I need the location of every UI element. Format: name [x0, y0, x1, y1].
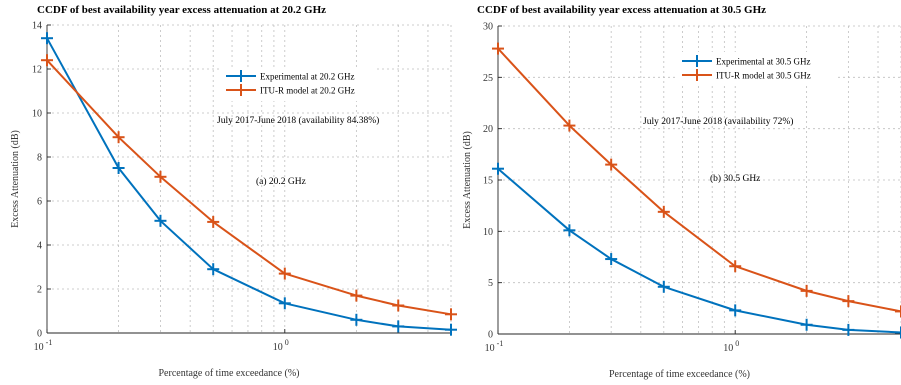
data-point-plus-marker — [895, 326, 901, 339]
series-line — [46, 37, 452, 331]
series-line — [46, 59, 452, 316]
x-axis-label: Percentage of time exceedance (%) — [158, 368, 299, 379]
y-tick-label: 6 — [37, 197, 42, 208]
data-point-plus-marker — [112, 131, 125, 144]
chart-title: CCDF of best availability year excess at… — [37, 4, 326, 16]
data-point-plus-marker — [112, 162, 125, 174]
y-tick-label: 14 — [32, 21, 42, 32]
annotation-period: July 2017-June 2018 (availability 72%) — [643, 116, 793, 127]
y-tick-label: 20 — [483, 124, 493, 135]
x-tick-label: 10 0 — [273, 338, 289, 353]
x-axis-label: Percentage of time exceedance (%) — [609, 369, 750, 380]
data-point-plus-marker — [278, 297, 291, 310]
data-point-plus-marker — [41, 32, 53, 45]
legend-label: ITU-R model at 20.2 GHz — [260, 86, 355, 96]
series-itu-r-model — [492, 42, 901, 318]
x-tick-label: 10 -1 — [485, 339, 504, 354]
y-tick-label: 5 — [488, 278, 493, 289]
legend-label: Experimental at 20.2 GHz — [260, 72, 354, 82]
y-tick-label: 25 — [483, 73, 493, 84]
data-point-plus-marker — [392, 320, 405, 333]
legend-label: Experimental at 30.5 GHz — [716, 57, 810, 67]
series-itu-r-model — [41, 54, 457, 321]
x-tick-label: 10 -1 — [34, 338, 53, 353]
y-tick-label: 10 — [483, 227, 493, 238]
chart-panel-a: CCDF of best availability year excess at… — [10, 4, 457, 379]
data-point-plus-marker — [392, 299, 405, 312]
y-tick-label: 0 — [488, 330, 493, 341]
series-experimental — [41, 32, 457, 336]
data-point-plus-marker — [154, 170, 167, 183]
legend-item: ITU-R model at 30.5 GHz — [682, 69, 811, 81]
series-line — [497, 47, 901, 313]
data-point-plus-marker — [154, 214, 167, 227]
legend-label: ITU-R model at 30.5 GHz — [716, 71, 811, 81]
legend-item: Experimental at 20.2 GHz — [226, 70, 354, 82]
annotation-period: July 2017-June 2018 (availability 84.38%… — [217, 115, 379, 126]
legend-item: Experimental at 30.5 GHz — [682, 55, 810, 67]
legend-item: ITU-R model at 20.2 GHz — [226, 84, 355, 96]
y-tick-label: 2 — [37, 285, 42, 296]
data-point-plus-marker — [278, 267, 291, 280]
data-point-plus-marker — [563, 224, 576, 237]
data-point-plus-marker — [605, 158, 618, 171]
chart-panel-b: CCDF of best availability year excess at… — [462, 4, 901, 380]
data-point-plus-marker — [41, 54, 53, 67]
y-tick-label: 10 — [32, 109, 42, 120]
annotation-panel-label: (a) 20.2 GHz — [256, 176, 306, 187]
data-point-plus-marker — [563, 119, 576, 132]
series-experimental — [492, 162, 901, 339]
data-point-plus-marker — [729, 260, 742, 273]
data-point-plus-marker — [350, 313, 363, 326]
y-tick-label: 12 — [32, 65, 42, 76]
data-point-plus-marker — [207, 215, 220, 228]
data-point-plus-marker — [800, 284, 813, 297]
x-tick-label: 10 0 — [723, 339, 739, 354]
y-tick-label: 0 — [37, 329, 42, 340]
legend: Experimental at 30.5 GHz ITU-R model at 3… — [678, 52, 838, 86]
chart-title: CCDF of best availability year excess at… — [477, 4, 766, 16]
data-point-plus-marker — [492, 42, 504, 55]
data-point-plus-marker — [895, 305, 901, 318]
data-point-plus-marker — [492, 162, 504, 175]
series-line — [497, 167, 901, 334]
data-point-plus-marker — [605, 253, 618, 266]
y-axis-label: Excess Attenuation (dB) — [10, 130, 21, 228]
y-axis-label: Excess Attenuation (dB) — [462, 131, 473, 229]
data-point-plus-marker — [800, 318, 813, 331]
annotation-panel-label: (b) 30.5 GHz — [710, 173, 760, 184]
y-tick-label: 4 — [37, 241, 42, 252]
y-tick-label: 8 — [37, 153, 42, 164]
data-point-plus-marker — [445, 308, 457, 321]
data-point-plus-marker — [842, 323, 855, 336]
legend: Experimental at 20.2 GHz ITU-R model at 2… — [222, 67, 374, 101]
data-point-plus-marker — [207, 263, 220, 276]
data-point-plus-marker — [445, 323, 457, 336]
data-point-plus-marker — [350, 289, 363, 302]
data-point-plus-marker — [657, 205, 670, 218]
y-tick-label: 15 — [483, 176, 493, 187]
y-tick-label: 30 — [483, 22, 493, 33]
data-point-plus-marker — [657, 280, 670, 293]
data-point-plus-marker — [842, 295, 855, 308]
data-point-plus-marker — [729, 304, 742, 317]
